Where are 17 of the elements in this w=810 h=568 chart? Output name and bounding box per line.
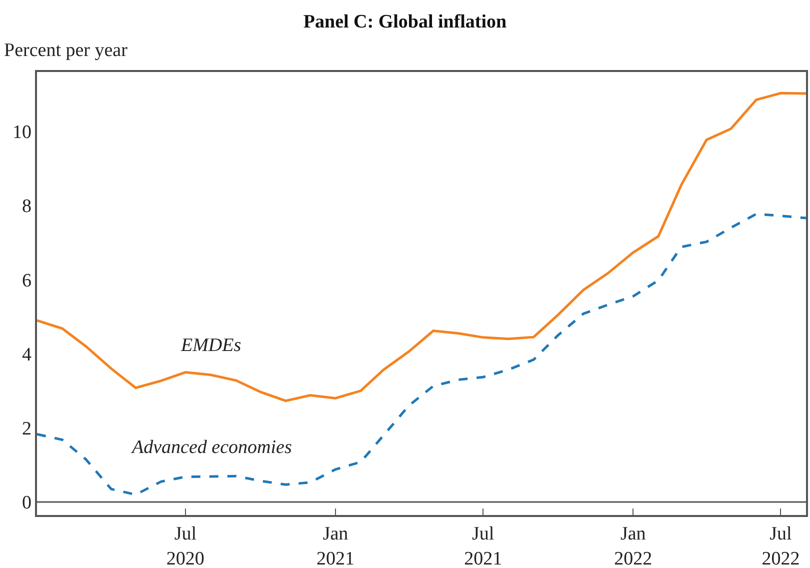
x-tick-label: Jan 2021 — [316, 524, 354, 568]
x-tick-label: Jul 2021 — [464, 524, 502, 568]
line-series — [37, 92, 806, 402]
x-tick-label: Jul 2022 — [762, 524, 800, 568]
series-label: EMDEs — [180, 335, 242, 356]
y-tick-label: 2 — [22, 418, 32, 440]
y-tick-label: 8 — [22, 196, 32, 218]
y-axis-title: Percent per year — [4, 40, 128, 61]
series-label: Advanced economies — [130, 437, 292, 458]
chart-title: Panel C: Global inflation — [303, 12, 508, 32]
y-tick-label: 6 — [22, 270, 32, 292]
y-tick-label: 10 — [12, 122, 32, 143]
y-tick-label: 4 — [22, 344, 32, 366]
x-tick-label: Jul 2020 — [166, 524, 204, 568]
line-series — [37, 212, 806, 496]
x-tick-label: Jan 2022 — [614, 524, 652, 568]
y-tick-label: 0 — [22, 492, 32, 514]
